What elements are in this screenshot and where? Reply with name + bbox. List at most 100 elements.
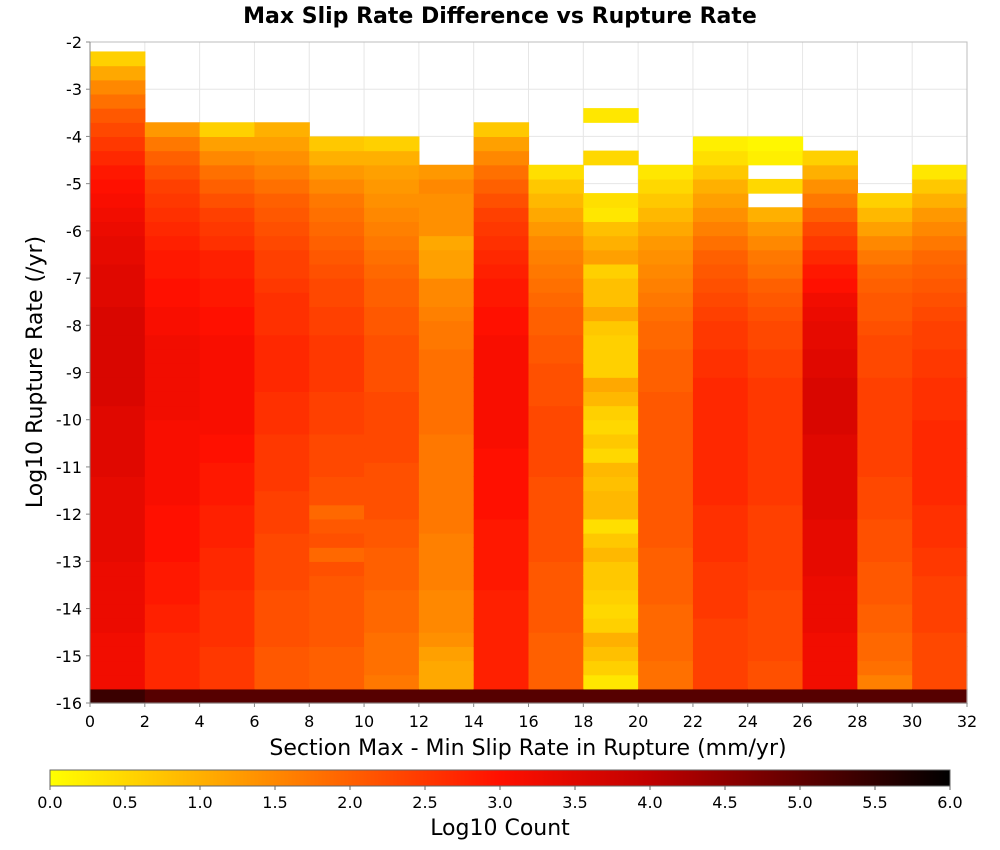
- heatmap-cell: [857, 363, 913, 378]
- heatmap-cell: [254, 419, 310, 435]
- heatmap-cell: [199, 136, 256, 152]
- heatmap-cell: [254, 263, 310, 279]
- x-tick-labels: 0 2 4 6 8 10 12 14 16 18 20 22 24 26 28 30 32: [85, 703, 977, 731]
- heatmap-cell: [144, 164, 201, 180]
- heatmap-cell: [90, 377, 146, 392]
- x-tick-label: 2: [140, 712, 150, 731]
- heatmap-cell: [199, 688, 256, 704]
- heatmap-cell: [418, 405, 475, 421]
- heatmap-cell: [473, 306, 530, 322]
- heatmap-cell: [912, 334, 968, 350]
- heatmap-cell: [254, 405, 310, 421]
- heatmap-cell: [254, 448, 310, 463]
- heatmap-cell: [638, 660, 694, 676]
- heatmap-cell: [418, 476, 475, 492]
- heatmap-cell: [418, 292, 475, 307]
- heatmap-cell: [90, 93, 146, 109]
- heatmap-cell: [364, 348, 420, 364]
- heatmap-cell: [802, 363, 858, 378]
- heatmap-cell: [90, 504, 146, 520]
- heatmap-cell: [144, 278, 201, 293]
- y-tick-label: -16: [56, 694, 82, 713]
- heatmap-cell: [254, 334, 310, 350]
- heatmap-cell: [144, 334, 201, 350]
- heatmap-cell: [692, 249, 749, 265]
- heatmap-cell: [473, 533, 530, 548]
- heatmap-cell: [309, 462, 365, 477]
- heatmap-cell: [583, 405, 639, 421]
- heatmap-cell: [528, 348, 584, 364]
- heatmap-cell: [638, 547, 694, 562]
- heatmap-cell: [418, 603, 475, 619]
- heatmap-cell: [747, 490, 804, 506]
- heatmap-cell: [418, 363, 475, 378]
- heatmap-cell: [912, 632, 968, 647]
- heatmap-cell: [528, 433, 584, 449]
- heatmap-cell: [473, 249, 530, 265]
- heatmap-cell: [528, 504, 584, 520]
- heatmap-cell: [747, 433, 804, 449]
- heatmap-cell: [90, 518, 146, 534]
- heatmap-cell: [802, 674, 858, 690]
- heatmap-cell: [309, 490, 365, 506]
- colorbar-tick-label: 1.0: [187, 793, 212, 812]
- heatmap-cell: [692, 150, 749, 166]
- heatmap-cell: [692, 533, 749, 548]
- heatmap-cell: [364, 405, 420, 421]
- heatmap-cell: [418, 462, 475, 477]
- heatmap-cell: [692, 504, 749, 520]
- heatmap-cell: [802, 391, 858, 407]
- heatmap-cell: [857, 660, 913, 676]
- heatmap-cell: [857, 306, 913, 322]
- heatmap-cell: [802, 618, 858, 633]
- heatmap-cell: [528, 193, 584, 208]
- x-tick-label: 18: [573, 712, 593, 731]
- heatmap-cell: [583, 618, 639, 633]
- heatmap-cell: [309, 306, 365, 322]
- heatmap-cell: [638, 292, 694, 307]
- heatmap-cell: [364, 235, 420, 251]
- heatmap-cell: [583, 108, 639, 123]
- heatmap-cell: [638, 249, 694, 265]
- heatmap-cell: [199, 433, 256, 449]
- heatmap-cell: [802, 518, 858, 534]
- heatmap-cell: [692, 632, 749, 647]
- heatmap-cell: [912, 377, 968, 392]
- heatmap-cell: [638, 462, 694, 477]
- heatmap-cell: [528, 320, 584, 336]
- heatmap-cell: [802, 249, 858, 265]
- heatmap-cell: [309, 433, 365, 449]
- heatmap-cell: [583, 292, 639, 307]
- heatmap-cell: [857, 221, 913, 237]
- heatmap-cell: [309, 221, 365, 237]
- colorbar-tick-label: 2.5: [412, 793, 437, 812]
- heatmap-cell: [747, 618, 804, 633]
- heatmap-cell: [309, 263, 365, 279]
- heatmap-cell: [802, 419, 858, 435]
- heatmap-cell: [912, 674, 968, 690]
- heatmap-cell: [692, 391, 749, 407]
- heatmap-cell: [90, 433, 146, 449]
- heatmap-cell: [802, 547, 858, 562]
- heatmap-cell: [199, 533, 256, 548]
- heatmap-cell: [747, 674, 804, 690]
- heatmap-cell: [912, 476, 968, 492]
- heatmap-cell: [692, 433, 749, 449]
- heatmap-cell: [364, 136, 420, 152]
- heatmap-cell: [692, 334, 749, 350]
- heatmap-cell: [802, 306, 858, 322]
- heatmap-cell: [254, 122, 310, 138]
- x-tick-label: 6: [249, 712, 259, 731]
- heatmap-cell: [473, 518, 530, 534]
- heatmap-cell: [528, 292, 584, 307]
- heatmap-cell: [90, 150, 146, 166]
- heatmap-cell: [638, 348, 694, 364]
- heatmap-cell: [309, 448, 365, 463]
- heatmap-cell: [364, 320, 420, 336]
- heatmap-cell: [199, 618, 256, 633]
- heatmap-cell: [692, 419, 749, 435]
- heatmap-cell: [364, 292, 420, 307]
- heatmap-cell: [254, 490, 310, 506]
- heatmap-cell: [583, 391, 639, 407]
- heatmap-cell: [364, 688, 420, 704]
